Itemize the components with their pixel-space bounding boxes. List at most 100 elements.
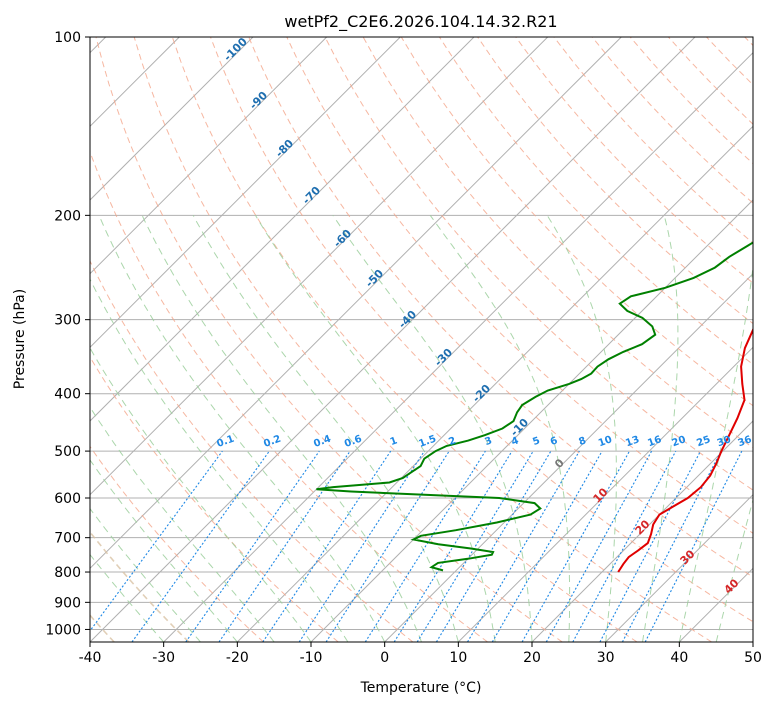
isotherm-line	[384, 272, 753, 642]
mixing-ratio-label: 13	[624, 434, 641, 449]
moist-adiabat-label: 40	[722, 576, 742, 596]
moist-adiabat	[141, 215, 422, 642]
y-tick-label: 900	[54, 595, 81, 611]
moist-adiabat-label: 10	[591, 485, 611, 505]
isotherm-label: -70	[300, 184, 323, 207]
y-tick-label: 200	[54, 208, 81, 224]
x-tick-label: 30	[597, 650, 615, 666]
mixing-ratio-label: 36	[737, 434, 754, 449]
x-tick-label: -10	[300, 650, 323, 666]
dry-adiabat	[95, 37, 563, 642]
mixing-ratio-label: 1	[389, 435, 399, 448]
mixing-ratio-label: 8	[577, 435, 587, 448]
x-tick-label: 20	[523, 650, 541, 666]
y-tick-label: 600	[54, 491, 81, 507]
mixing-ratio-line	[521, 450, 630, 642]
moist-adiabat-label: 0	[552, 456, 567, 471]
moist-adiabat	[90, 406, 275, 642]
x-tick-label: -20	[226, 650, 249, 666]
isotherm-line	[90, 37, 328, 275]
mixing-ratio-line	[467, 450, 580, 642]
mixing-ratio-label: 1.5	[417, 434, 437, 450]
mixing-ratio-label: 0.6	[343, 434, 363, 450]
mixing-ratio-line	[325, 450, 450, 642]
moist-adiabat	[429, 215, 571, 642]
dry-adiabat	[553, 37, 753, 244]
isotherm-label: -10	[508, 416, 531, 439]
isotherm-label: -60	[331, 227, 354, 250]
mixing-ratio-line	[298, 450, 425, 642]
mixing-ratio-label: 25	[695, 434, 712, 449]
background-lines	[90, 37, 753, 642]
moist-adiabat	[678, 263, 753, 642]
moist-adiabat	[90, 278, 349, 642]
moist-adiabat-label: 20	[633, 517, 653, 537]
isotherm-line	[90, 37, 622, 570]
moist-adiabat-label: 30	[678, 547, 698, 567]
moist-adiabat	[642, 215, 679, 642]
mixing-ratio-label: 0.4	[312, 434, 332, 450]
isotherm-line	[90, 37, 475, 422]
isotherm-line	[90, 37, 549, 496]
moist-adiabat	[192, 215, 459, 642]
isotherm-line	[605, 493, 753, 642]
mixing-ratio-label: 20	[671, 434, 688, 449]
mixing-ratio-line	[90, 450, 223, 632]
moist-adiabat	[90, 459, 238, 642]
dewpoint-line	[316, 241, 753, 572]
axes: -40 -30 -20 -10 0 10 20 30 40 5010020030040050060…	[45, 30, 762, 666]
isotherm-line	[678, 567, 753, 642]
isotherm-line	[310, 199, 753, 642]
plot-frame	[89, 36, 754, 643]
y-tick-label: 400	[54, 387, 81, 403]
moist-adiabat	[90, 507, 201, 642]
isotherm-label: -80	[273, 137, 296, 160]
isotherm-line	[163, 51, 753, 642]
mixing-ratio-label: 5	[531, 435, 541, 448]
dry-adiabat	[515, 37, 753, 284]
mixing-ratio-line	[416, 450, 534, 642]
mixing-ratio-line	[364, 450, 486, 642]
y-tick-label: 700	[54, 531, 81, 547]
isotherm-line	[752, 641, 753, 642]
mixing-ratio-line	[185, 450, 320, 642]
isotherm-line	[457, 346, 753, 642]
mixing-ratio-label: 4	[510, 435, 520, 448]
mixing-ratio-label: 16	[646, 434, 663, 449]
mixing-ratio-label: 6	[549, 435, 559, 448]
isotherm-line	[531, 420, 753, 642]
mixing-ratio-label: 10	[597, 434, 614, 449]
dry-adiabat	[171, 37, 712, 642]
mixing-ratio-line	[644, 450, 743, 642]
x-tick-label: 0	[380, 650, 389, 666]
x-tick-label: 50	[744, 650, 762, 666]
dry-adiabat	[210, 37, 753, 623]
mixing-ratio-label: 0.1	[215, 434, 235, 450]
dry-adiabat	[477, 37, 753, 325]
isotherm-line	[90, 37, 401, 349]
temperature-line	[617, 327, 753, 573]
dry-adiabat	[248, 37, 753, 578]
mixing-ratio-line	[545, 450, 653, 642]
dry-adiabat	[286, 37, 753, 534]
dry-adiabat	[706, 37, 753, 86]
y-tick-label: 800	[54, 565, 81, 581]
chart-title: wetPf2_C2E6.2026.104.14.32.R21	[284, 12, 557, 32]
y-axis-label: Pressure (hPa)	[12, 289, 28, 389]
moist-adiabat	[90, 553, 165, 642]
y-tick-label: 1000	[45, 622, 81, 638]
x-tick-label: 10	[449, 650, 467, 666]
y-tick-label: 500	[54, 444, 81, 460]
dry-adiabat	[90, 445, 264, 642]
moist-adiabat	[546, 215, 617, 642]
x-tick-label: 40	[670, 650, 688, 666]
isotherm-label: -90	[247, 89, 270, 112]
mixing-ratio-line	[572, 450, 677, 642]
x-tick-label: -30	[152, 650, 175, 666]
isotherm-line	[90, 37, 254, 201]
mixing-ratio-label: 30	[716, 434, 733, 449]
isotherm-line	[236, 125, 753, 642]
mixing-ratio-line	[491, 450, 603, 642]
moist-adiabat	[332, 215, 533, 642]
mixing-ratio-label: 0.2	[262, 434, 282, 450]
